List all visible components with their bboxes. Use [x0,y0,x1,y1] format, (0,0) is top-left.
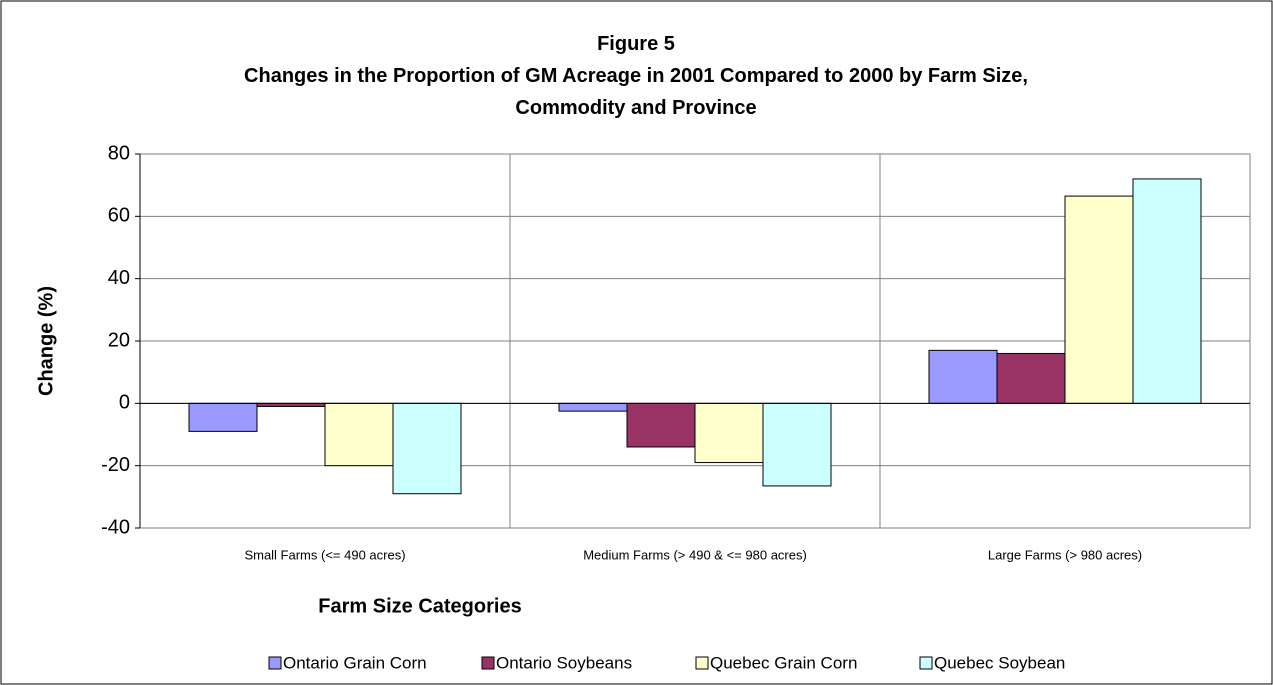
legend-swatch [481,656,495,670]
bar [558,402,628,412]
chart-title: Figure 5 [597,33,675,55]
bar [188,402,258,432]
legend-label: Ontario Grain Corn [283,653,427,672]
legend-label: Quebec Soybean [934,653,1065,672]
legend-swatch [268,656,282,670]
bar [626,402,696,448]
y-tick-label: 80 [108,142,130,164]
bar [996,352,1066,404]
bar [694,402,764,464]
y-tick-label: 20 [108,329,130,351]
legend-swatch [919,656,933,670]
x-tick-label: Small Farms (<= 490 acres) [244,547,405,562]
y-tick-label: 40 [108,267,130,289]
y-tick-label: -20 [101,454,130,476]
bar [1132,178,1202,404]
y-tick-label: 60 [108,205,130,227]
x-tick-label: Medium Farms (> 490 & <= 980 acres) [583,547,807,562]
bar [324,402,394,467]
chart-subtitle: Changes in the Proportion of GM Acreage … [244,65,1028,119]
y-tick-label: 0 [119,392,130,414]
bar [928,349,998,404]
legend-label: Quebec Grain Corn [710,653,857,672]
y-tick-label: -40 [101,516,130,538]
x-tick-label: Large Farms (> 980 acres) [988,547,1142,562]
bar [762,402,832,487]
x-axis-title: Farm Size Categories [318,595,521,617]
y-axis-title: Change (%) [35,286,57,396]
bar [392,402,462,495]
legend-swatch [695,656,709,670]
bar [1064,195,1134,404]
legend-label: Ontario Soybeans [496,653,632,672]
